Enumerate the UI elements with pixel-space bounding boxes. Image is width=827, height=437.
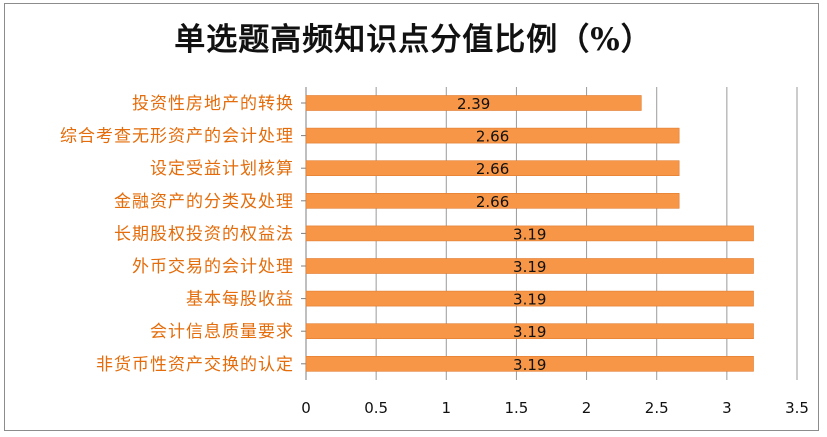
data-label: 2.39	[457, 95, 490, 113]
category-label: 会计信息质量要求	[150, 322, 294, 342]
x-tick-label: 2.5	[645, 399, 669, 417]
x-tick-label: 2	[582, 399, 592, 417]
category-label: 基本每股收益	[186, 290, 294, 310]
data-label: 2.66	[476, 160, 509, 178]
data-label: 3.19	[513, 258, 546, 276]
bar	[305, 355, 754, 372]
bar	[305, 95, 642, 111]
x-tick-label: 3	[722, 399, 732, 417]
bar	[305, 160, 680, 176]
bar	[305, 290, 754, 307]
data-label: 3.19	[513, 225, 546, 243]
data-label: 3.19	[513, 356, 546, 374]
data-label: 3.19	[513, 323, 546, 341]
chart-title: 单选题高频知识点分值比例（%）	[174, 22, 653, 58]
bar	[305, 323, 754, 340]
x-tick-label: 0.5	[364, 399, 388, 417]
bar	[305, 193, 680, 209]
category-label: 综合考查无形资产的会计处理	[60, 127, 294, 147]
category-label: 设定受益计划核算	[150, 159, 294, 179]
bar	[305, 225, 754, 242]
category-label: 长期股权投资的权益法	[114, 224, 294, 244]
x-tick-label: 0	[301, 399, 311, 417]
data-label: 3.19	[513, 291, 546, 309]
category-label: 投资性房地产的转换	[132, 94, 294, 114]
data-label: 2.66	[476, 128, 509, 146]
x-tick-label: 1	[442, 399, 452, 417]
x-tick-label: 3.5	[785, 399, 809, 417]
data-label: 2.66	[476, 193, 509, 211]
category-label: 非货币性资产交换的认定	[96, 355, 294, 375]
bar	[305, 258, 754, 274]
bar	[305, 127, 680, 144]
x-tick-label: 1.5	[504, 399, 528, 417]
category-label: 外币交易的会计处理	[132, 257, 294, 277]
category-label: 金融资产的分类及处理	[114, 192, 294, 212]
